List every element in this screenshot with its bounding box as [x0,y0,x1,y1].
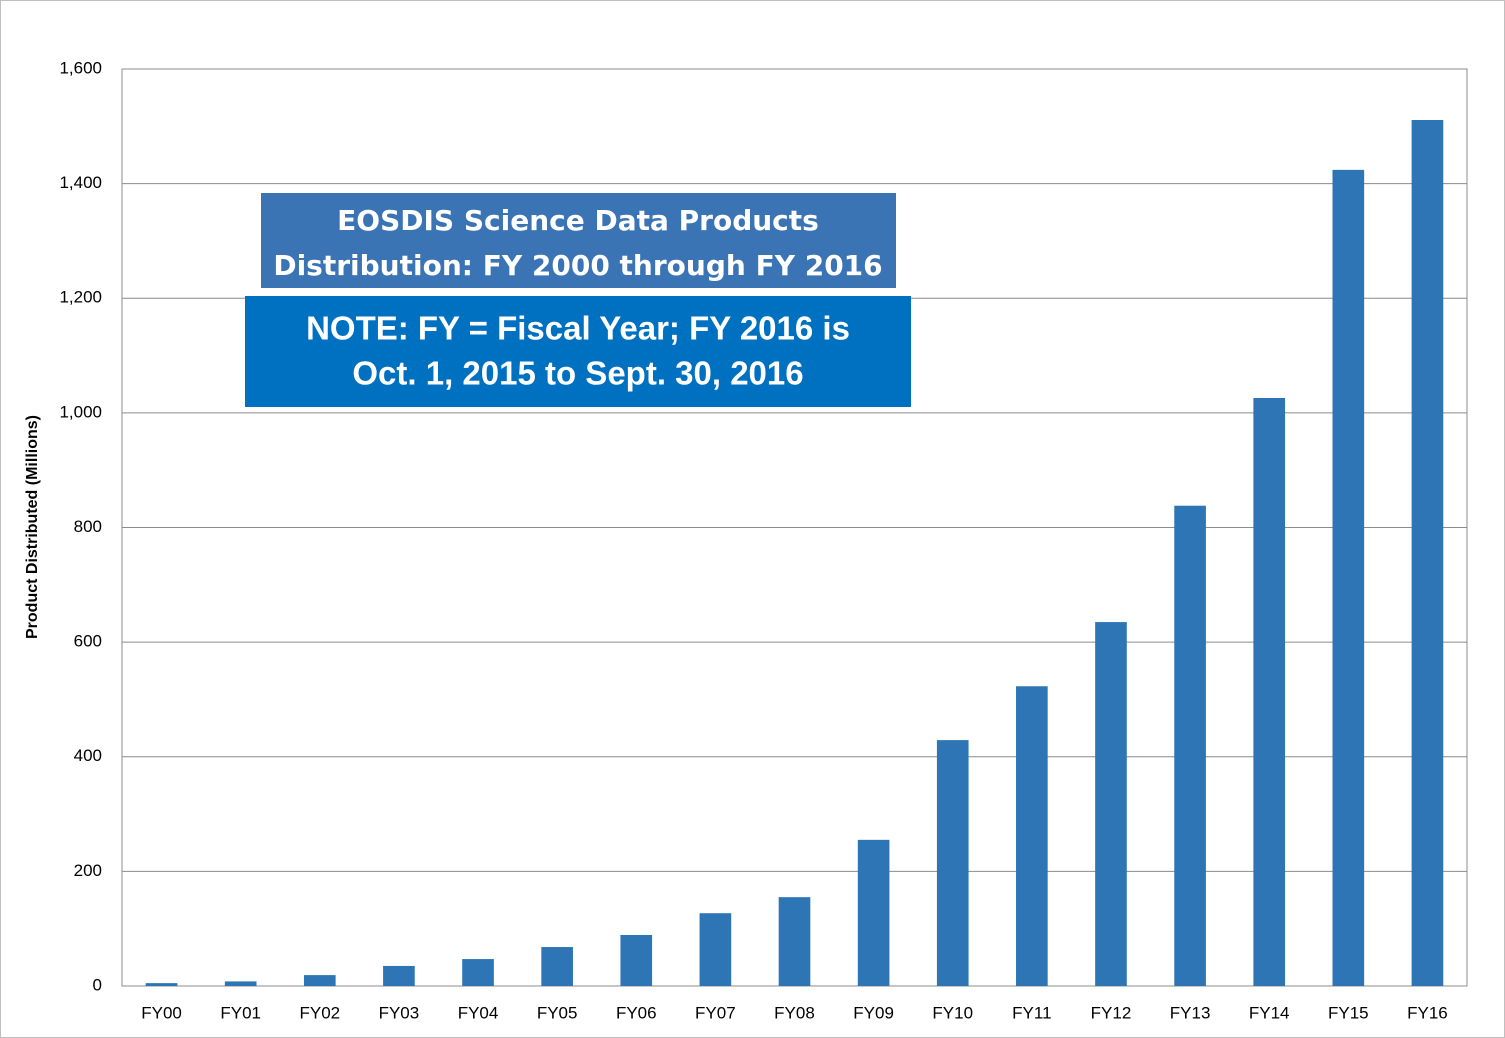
x-tick-label: FY05 [537,1003,578,1022]
y-tick-label: 400 [74,746,102,765]
y-tick-label: 1,200 [59,288,102,307]
chart-title: EOSDIS Science Data Products [337,204,819,237]
bar [303,975,336,986]
annotation: NOTE: FY = Fiscal Year; FY 2016 is [306,310,850,347]
x-tick-label: FY08 [774,1003,815,1022]
x-tick-label: FY01 [220,1003,261,1022]
x-tick-label: FY04 [458,1003,499,1022]
x-tick-label: FY06 [616,1003,657,1022]
bar [383,965,415,986]
x-tick-label: FY09 [853,1003,894,1022]
bar [224,981,257,986]
bar [1411,120,1444,987]
x-tick-label: FY13 [1170,1003,1211,1022]
x-tick-label: FY03 [379,1003,420,1022]
annotation: Oct. 1, 2015 to Sept. 30, 2016 [352,355,803,392]
note-box [245,296,911,407]
bar [857,839,890,986]
bar [620,934,653,986]
bar [1095,622,1127,986]
x-tick-label: FY15 [1328,1003,1369,1022]
x-tick-label: FY00 [141,1003,182,1022]
x-tick-label: FY16 [1407,1003,1448,1022]
y-tick-label: 1,400 [59,173,102,192]
x-tick-label: FY14 [1249,1003,1290,1022]
bar [145,983,178,986]
bar [1332,169,1365,986]
y-tick-label: 1,000 [59,402,102,421]
chart-title: Distribution: FY 2000 through FY 2016 [273,249,882,282]
bar [699,913,732,986]
title-box [261,193,896,288]
y-tick-label: 0 [93,975,102,994]
y-axis-label: Product Distributed (Millions) [24,415,41,639]
x-tick-label: FY07 [695,1003,736,1022]
y-tick-label: 1,600 [59,58,102,77]
bar [936,740,969,986]
bar [1016,686,1048,986]
bar [778,897,811,986]
x-tick-label: FY11 [1012,1003,1051,1022]
x-tick-label: FY12 [1091,1003,1132,1022]
bar [1253,397,1286,986]
x-tick-label: FY10 [932,1003,973,1022]
bar [541,947,573,986]
y-tick-label: 600 [74,632,102,651]
bar [462,959,494,986]
bar [1174,505,1206,986]
y-tick-label: 200 [74,861,102,880]
x-tick-label: FY02 [299,1003,340,1022]
y-tick-label: 800 [74,517,102,536]
